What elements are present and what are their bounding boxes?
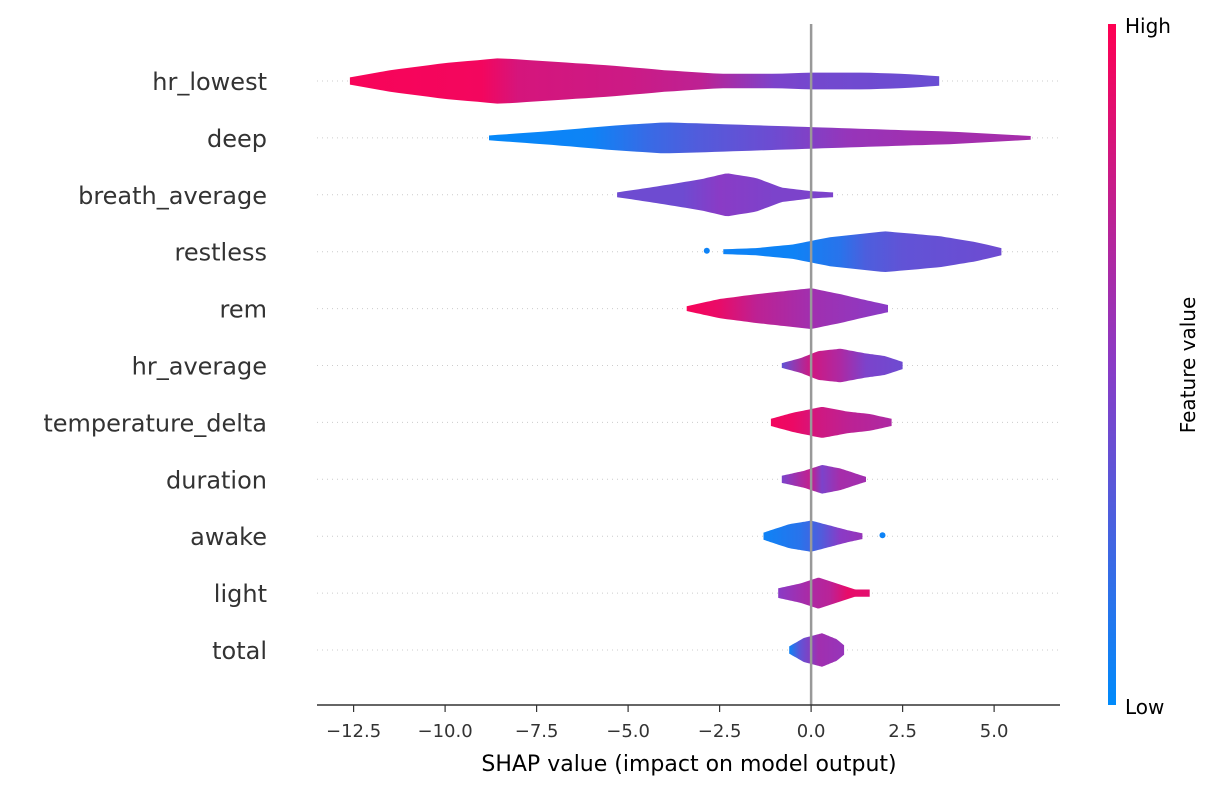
colorbar-high-label: High <box>1125 14 1171 38</box>
feature-label-breath_average: breath_average <box>78 182 267 210</box>
colorbar: High Low Feature value <box>1108 14 1200 719</box>
x-tick-label: −5.0 <box>606 721 650 742</box>
feature-label-rem: rem <box>220 296 267 324</box>
violin-duration <box>781 465 866 494</box>
violin-deep <box>489 122 1031 154</box>
feature-label-hr_average: hr_average <box>132 353 267 381</box>
x-tick-label: 0.0 <box>797 721 826 742</box>
colorbar-title: Feature value <box>1176 297 1200 434</box>
violin-rem <box>686 288 888 329</box>
feature-label-duration: duration <box>166 466 267 494</box>
outlier-point-restless <box>703 247 710 254</box>
x-axis-title: SHAP value (impact on model output) <box>481 752 896 777</box>
feature-label-deep: deep <box>207 125 267 153</box>
x-tick-label: −7.5 <box>515 721 559 742</box>
x-tick-label: −10.0 <box>418 721 473 742</box>
violin-light <box>778 577 870 609</box>
feature-label-light: light <box>214 580 267 608</box>
colorbar-gradient <box>1108 24 1116 705</box>
violin-restless <box>723 231 1002 272</box>
row-gridlines <box>317 80 1060 651</box>
violin-temperature_delta <box>770 407 892 438</box>
violin-hr_lowest <box>349 58 940 104</box>
violin-group <box>349 58 1031 667</box>
violin-hr_average <box>781 348 903 383</box>
x-tick-label: −2.5 <box>698 721 742 742</box>
outlier-point-awake <box>879 532 886 539</box>
colorbar-low-label: Low <box>1125 695 1164 719</box>
feature-label-awake: awake <box>190 523 267 551</box>
x-axis: −12.5 −10.0 −7.5 −5.0 −2.5 0.0 2.5 5.0 <box>317 704 1060 742</box>
feature-label-temperature_delta: temperature_delta <box>43 409 267 437</box>
feature-label-total: total <box>212 637 267 665</box>
feature-label-restless: restless <box>175 239 267 267</box>
violin-total <box>789 633 845 667</box>
violin-awake <box>763 520 863 552</box>
violin-breath_average <box>617 173 834 217</box>
feature-label-hr_lowest: hr_lowest <box>152 68 267 96</box>
x-tick-label: −12.5 <box>326 721 381 742</box>
x-tick-label: 2.5 <box>888 721 917 742</box>
x-tick-label: 5.0 <box>980 721 1009 742</box>
